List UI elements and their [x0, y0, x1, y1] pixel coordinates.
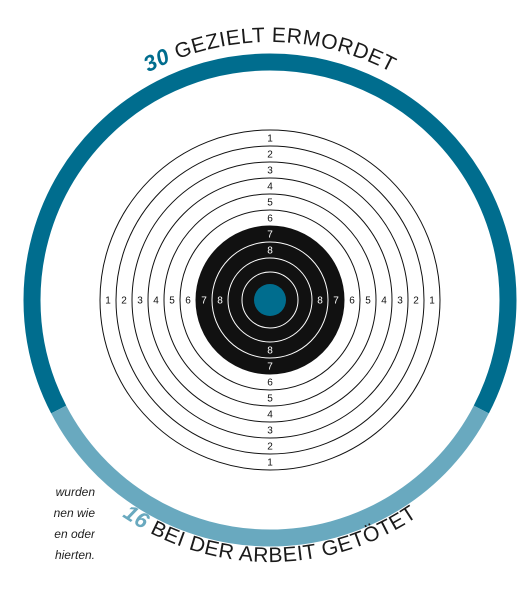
ring-number-bg: [199, 294, 209, 306]
target-ring-inner-b: [241, 271, 299, 329]
ring-number-bottom-4: 4: [267, 410, 273, 421]
ring-number-bottom-3: 3: [267, 426, 273, 437]
ring-number-top-5: 5: [267, 198, 273, 209]
ring-number-bg: [264, 245, 276, 255]
ring-number-bottom-5: 5: [267, 394, 273, 405]
ring-number-bg: [411, 294, 421, 306]
ring-number-top-2: 2: [267, 150, 273, 161]
ring-number-left-3: 3: [137, 296, 143, 307]
ring-number-right-3: 3: [397, 296, 403, 307]
ring-number-bottom-1: 1: [267, 458, 273, 469]
ring-number-bg: [264, 149, 276, 159]
ring-number-top-7: 7: [267, 230, 273, 241]
ring-number-bg: [264, 409, 276, 419]
ring-number-bg: [183, 294, 193, 306]
ring-number-bottom-2: 2: [267, 442, 273, 453]
ring-number-bg: [264, 181, 276, 191]
ring-number-left-7: 7: [201, 296, 207, 307]
ring-number-bg: [264, 229, 276, 239]
side-note-line: wurden: [55, 485, 95, 499]
ring-number-right-1: 1: [429, 296, 435, 307]
ring-number-left-1: 1: [105, 296, 111, 307]
ring-number-bg: [264, 197, 276, 207]
ring-number-bg: [167, 294, 177, 306]
ring-number-bg: [264, 345, 276, 355]
target-ring-8: [211, 241, 329, 359]
ring-number-bg: [264, 361, 276, 371]
ring-number-right-6: 6: [349, 296, 355, 307]
ring-number-top-6: 6: [267, 214, 273, 225]
ring-number-right-5: 5: [365, 296, 371, 307]
ring-number-bottom-6: 6: [267, 378, 273, 389]
side-note-line: en oder: [54, 527, 95, 541]
ring-number-bg: [135, 294, 145, 306]
ring-number-bg: [264, 441, 276, 451]
ring-number-bottom-8: 8: [267, 346, 273, 357]
ring-number-bg: [264, 133, 276, 143]
side-note-clip: wurden nen wie en oder hierten.: [0, 0, 95, 606]
ring-number-right-8: 8: [317, 296, 323, 307]
ring-number-bg: [151, 294, 161, 306]
ring-number-top-1: 1: [267, 134, 273, 145]
target-bullseye: [254, 284, 286, 316]
side-note-line: hierten.: [54, 548, 95, 562]
ring-number-left-5: 5: [169, 296, 175, 307]
ring-number-bg: [264, 425, 276, 435]
side-note-line: nen wie: [53, 506, 95, 520]
ring-number-bg: [379, 294, 389, 306]
donut-segment-arbeit: [51, 405, 489, 547]
ring-number-bottom-7: 7: [267, 362, 273, 373]
ring-number-right-7: 7: [333, 296, 339, 307]
ring-number-right-2: 2: [413, 296, 419, 307]
ring-number-bg: [363, 294, 373, 306]
ring-number-bg: [264, 393, 276, 403]
ring-number-left-8: 8: [217, 296, 223, 307]
ring-number-top-4: 4: [267, 182, 273, 193]
ring-number-bg: [315, 294, 325, 306]
ring-number-bg: [215, 294, 225, 306]
ring-number-bg: [331, 294, 341, 306]
ring-number-left-2: 2: [121, 296, 127, 307]
ring-number-bg: [264, 457, 276, 467]
ring-number-bg: [395, 294, 405, 306]
donut-segment-gezielt: [23, 53, 517, 414]
ring-number-bg: [264, 377, 276, 387]
ring-number-bg: [103, 294, 113, 306]
ring-number-bg: [119, 294, 129, 306]
ring-number-bg: [264, 165, 276, 175]
target-ring-inner-a: [227, 257, 313, 343]
ring-number-left-4: 4: [153, 296, 159, 307]
ring-number-left-6: 6: [185, 296, 191, 307]
ring-number-top-8: 8: [267, 246, 273, 257]
ring-number-bg: [347, 294, 357, 306]
ring-number-right-4: 4: [381, 296, 387, 307]
side-note: wurden nen wie en oder hierten.: [0, 482, 95, 566]
ring-number-bg: [427, 294, 437, 306]
ring-number-bg: [264, 213, 276, 223]
ring-number-top-3: 3: [267, 166, 273, 177]
